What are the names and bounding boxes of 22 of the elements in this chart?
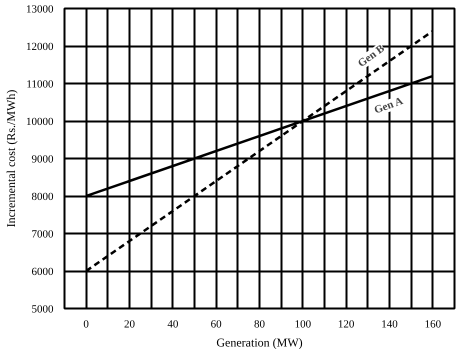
y-tick-label: 13000: [26, 4, 54, 16]
y-tick-label: 5000: [32, 304, 54, 316]
y-tick-label: 10000: [26, 116, 54, 128]
y-tick-label: 7000: [32, 228, 54, 240]
x-tick-label: 120: [338, 318, 355, 330]
x-tick-label: 100: [294, 318, 312, 330]
y-tick-label: 9000: [32, 154, 54, 166]
y-tick-label: 12000: [26, 41, 54, 53]
y-tick-label: 11000: [26, 78, 54, 90]
y-tick-label: 6000: [32, 266, 54, 278]
x-tick-label: 20: [124, 318, 136, 330]
x-tick-label: 80: [254, 318, 266, 330]
y-tick-label: 8000: [32, 191, 54, 203]
x-tick-label: 60: [210, 318, 222, 330]
x-axis-title: Generation (MW): [216, 336, 303, 350]
y-axis-title: Incremental cost (Rs./MWh): [4, 90, 18, 228]
x-tick-label: 140: [381, 318, 398, 330]
x-tick-label: 160: [424, 318, 442, 330]
text: Gen A: [372, 95, 405, 116]
text: Gen B: [356, 42, 388, 70]
x-tick-label: 40: [167, 318, 179, 330]
x-tick-label: 0: [83, 318, 90, 330]
